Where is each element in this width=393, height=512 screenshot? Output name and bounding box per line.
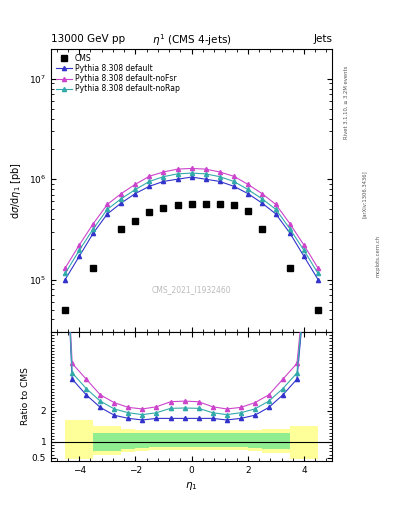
Pythia 8.308 default-noFsr (302, 242, 307, 248)
Pythia 8.308 default-noFsr (203, 166, 208, 172)
Pythia 8.308 default-noRap (245, 186, 250, 193)
Pythia 8.308 default (105, 211, 110, 217)
Line: Pythia 8.308 default: Pythia 8.308 default (63, 175, 320, 282)
CMS (316, 307, 320, 313)
Pythia 8.308 default (302, 253, 307, 260)
Pythia 8.308 default-noRap (302, 247, 307, 253)
Pythia 8.308 default (77, 253, 82, 260)
Pythia 8.308 default (189, 174, 194, 180)
Pythia 8.308 default-noFsr (245, 181, 250, 187)
Y-axis label: Ratio to CMS: Ratio to CMS (22, 368, 31, 425)
Pythia 8.308 default-noRap (316, 270, 320, 276)
CMS (119, 226, 124, 232)
Pythia 8.308 default (217, 178, 222, 184)
Y-axis label: d$\sigma$/d$\eta_1$ [pb]: d$\sigma$/d$\eta_1$ [pb] (9, 162, 24, 219)
CMS (259, 226, 264, 232)
Pythia 8.308 default-noRap (91, 226, 95, 232)
Pythia 8.308 default-noFsr (63, 265, 68, 271)
Text: Rivet 3.1.10, ≥ 3.2M events: Rivet 3.1.10, ≥ 3.2M events (344, 66, 349, 139)
Line: Pythia 8.308 default-noRap: Pythia 8.308 default-noRap (63, 171, 320, 275)
Pythia 8.308 default-noFsr (274, 201, 278, 207)
Pythia 8.308 default-noFsr (189, 165, 194, 172)
Pythia 8.308 default-noRap (161, 174, 166, 180)
Pythia 8.308 default (231, 183, 236, 189)
Pythia 8.308 default (175, 176, 180, 182)
Pythia 8.308 default-noRap (288, 226, 292, 232)
Text: mcplots.cern.ch: mcplots.cern.ch (375, 235, 380, 277)
CMS (175, 202, 180, 208)
Pythia 8.308 default-noRap (259, 196, 264, 202)
Pythia 8.308 default-noRap (63, 270, 68, 276)
CMS (91, 265, 95, 271)
Text: 13000 GeV pp: 13000 GeV pp (51, 33, 125, 44)
Pythia 8.308 default-noRap (231, 178, 236, 184)
CMS (133, 218, 138, 224)
Pythia 8.308 default-noFsr (147, 173, 152, 179)
CMS (217, 201, 222, 207)
Pythia 8.308 default-noFsr (288, 221, 292, 227)
Pythia 8.308 default-noFsr (161, 169, 166, 175)
Pythia 8.308 default (63, 276, 68, 283)
Pythia 8.308 default-noRap (175, 171, 180, 177)
Pythia 8.308 default-noRap (274, 206, 278, 212)
Legend: CMS, Pythia 8.308 default, Pythia 8.308 default-noFsr, Pythia 8.308 default-noRa: CMS, Pythia 8.308 default, Pythia 8.308 … (55, 52, 181, 95)
Pythia 8.308 default-noRap (77, 247, 82, 253)
Pythia 8.308 default-noFsr (77, 242, 82, 248)
Pythia 8.308 default (203, 176, 208, 182)
Pythia 8.308 default-noRap (217, 174, 222, 180)
CMS (245, 208, 250, 214)
Pythia 8.308 default-noFsr (119, 190, 124, 197)
Pythia 8.308 default-noFsr (231, 173, 236, 179)
Pythia 8.308 default (133, 190, 138, 197)
Pythia 8.308 default (316, 276, 320, 283)
Pythia 8.308 default (91, 230, 95, 236)
CMS (147, 209, 152, 215)
Line: Pythia 8.308 default-noFsr: Pythia 8.308 default-noFsr (63, 166, 320, 270)
CMS (231, 202, 236, 208)
Pythia 8.308 default-noFsr (316, 265, 320, 271)
Pythia 8.308 default-noFsr (175, 166, 180, 172)
Pythia 8.308 default-noFsr (259, 190, 264, 197)
Pythia 8.308 default (288, 230, 292, 236)
Pythia 8.308 default-noFsr (133, 181, 138, 187)
Pythia 8.308 default (274, 211, 278, 217)
Pythia 8.308 default-noRap (189, 170, 194, 176)
CMS (203, 201, 208, 207)
Text: CMS_2021_I1932460: CMS_2021_I1932460 (152, 285, 231, 294)
Pythia 8.308 default-noRap (147, 178, 152, 184)
CMS (288, 265, 292, 271)
Title: $\eta^1$ (CMS 4-jets): $\eta^1$ (CMS 4-jets) (152, 33, 231, 49)
Pythia 8.308 default-noFsr (217, 169, 222, 175)
Pythia 8.308 default (259, 200, 264, 206)
Line: CMS: CMS (62, 202, 321, 312)
Text: [arXiv:1306.3436]: [arXiv:1306.3436] (362, 170, 367, 219)
Pythia 8.308 default-noRap (119, 196, 124, 202)
Pythia 8.308 default-noRap (105, 206, 110, 212)
CMS (161, 205, 166, 211)
Pythia 8.308 default (147, 183, 152, 189)
Text: Jets: Jets (313, 33, 332, 44)
Pythia 8.308 default (119, 200, 124, 206)
Pythia 8.308 default-noRap (133, 186, 138, 193)
Pythia 8.308 default-noRap (203, 171, 208, 177)
Pythia 8.308 default-noFsr (91, 221, 95, 227)
CMS (63, 307, 68, 313)
Pythia 8.308 default-noFsr (105, 201, 110, 207)
CMS (189, 201, 194, 207)
Pythia 8.308 default (161, 178, 166, 184)
X-axis label: $\eta_1$: $\eta_1$ (185, 480, 198, 492)
Pythia 8.308 default (245, 190, 250, 197)
